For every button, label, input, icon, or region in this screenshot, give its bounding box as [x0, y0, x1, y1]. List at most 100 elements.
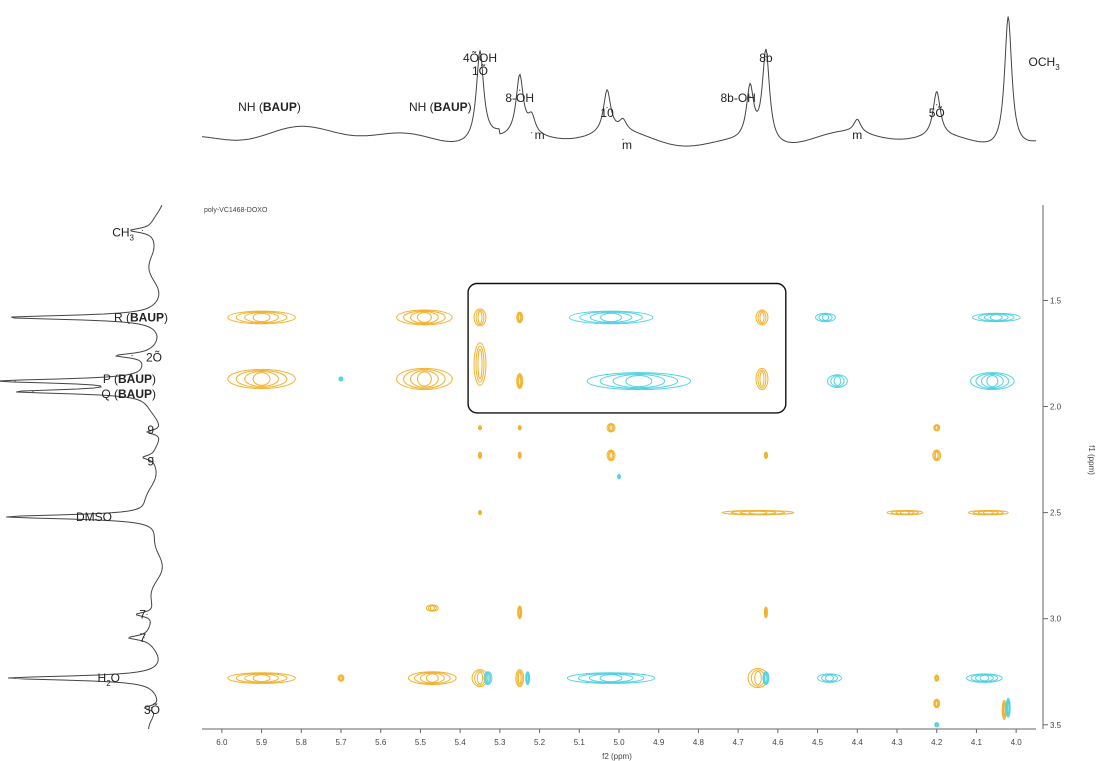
contour-ring [625, 374, 653, 388]
x-tick-label: 5.3 [494, 738, 506, 747]
top-peak [765, 56, 767, 58]
x-tick-label: 4.7 [733, 738, 745, 747]
peak-label-text: 9 [147, 423, 154, 437]
contour-ring [764, 452, 767, 459]
peak-label-text: 8-OH [505, 91, 534, 105]
top-peak [622, 138, 624, 140]
peak-label-text: 1Õ [472, 63, 488, 78]
contour-ring [235, 369, 288, 388]
x-tick-label: 4.1 [971, 738, 983, 747]
peak-label-text: CH [112, 226, 129, 240]
contour-ring [410, 311, 439, 324]
contour-ring [396, 367, 453, 391]
contour-ring [579, 311, 643, 324]
peak-label: 9 [147, 423, 154, 437]
contour-ring [396, 309, 453, 326]
contour-ring [975, 373, 1010, 390]
contour-ring [764, 673, 768, 684]
left-peak [150, 707, 153, 709]
contour-ring [1006, 699, 1011, 717]
peak-label-subscript: 2 [106, 679, 111, 688]
peak-label-text: 8b [759, 51, 773, 65]
contour-ring [244, 371, 279, 387]
contour-ring [815, 312, 836, 323]
contour-ring [612, 374, 666, 389]
contour-ring [599, 373, 679, 390]
cross-peak-positive [886, 509, 924, 516]
contour-ring [403, 369, 446, 389]
contour-ring [235, 311, 288, 324]
contour-ring [933, 698, 941, 709]
contour-ring [833, 376, 842, 387]
contour-ring [252, 674, 271, 683]
peak-label: m [852, 128, 862, 142]
contour-ring [484, 672, 492, 684]
contour-ring [989, 314, 1003, 321]
contour-ring [486, 673, 490, 684]
contour-ring [515, 669, 525, 688]
peak-label: 5Õ [929, 105, 945, 120]
contour-ring [932, 449, 942, 462]
contour-ring [935, 722, 938, 727]
x-tick-label: 4.6 [772, 738, 784, 747]
peak-label: 4ÕOH [463, 50, 497, 65]
contour-ring [408, 671, 457, 685]
top-peak [749, 96, 751, 98]
left-peak [141, 229, 144, 232]
contour-ring [979, 674, 990, 682]
x-tick-label: 4.8 [693, 738, 705, 747]
cross-peak-negative [762, 671, 770, 685]
contour-ring [764, 608, 767, 617]
cross-peak-positive [227, 310, 296, 325]
x-tick-label: 4.9 [653, 738, 665, 747]
left-peak [14, 516, 16, 518]
contour-ring [980, 374, 1004, 389]
contour-ring [821, 673, 838, 683]
top-peak [1007, 16, 1009, 18]
contour-ring [826, 374, 848, 388]
peak-label: Q (BAUP) [101, 387, 156, 401]
contour-ring [516, 311, 524, 324]
x-tick-label: 5.7 [335, 738, 347, 747]
peak-label-bold: BAUP [434, 100, 468, 114]
contour-ring [588, 673, 634, 683]
cross-peak-positive [516, 373, 524, 390]
peak-label-text: m [852, 128, 862, 142]
x-tick-label: 4.0 [1011, 738, 1023, 747]
contour-ring [757, 369, 767, 389]
contour-ring [586, 372, 691, 391]
peak-label-text: 7 [139, 631, 146, 645]
cross-peak-positive [763, 606, 768, 619]
peak-label-text: NH ( [409, 100, 434, 114]
cross-peak-negative [525, 671, 531, 685]
highlight-box [467, 282, 787, 414]
peak-label-text: 10 [600, 106, 614, 120]
contour-ring [606, 449, 616, 462]
cross-peak-positive [517, 605, 523, 620]
contour-ring [473, 308, 487, 327]
contour-ring [235, 672, 288, 684]
contour-ring [1005, 697, 1011, 718]
peak-label-tail: ) [164, 310, 168, 324]
peak-label-tail: ) [468, 100, 472, 114]
cross-peak-positive [755, 309, 769, 326]
contour-ring [759, 371, 765, 387]
left-peak [14, 677, 16, 679]
peak-label-text: 9 [147, 455, 154, 469]
peak-label: m [622, 138, 632, 152]
cross-peak-positive [606, 423, 616, 433]
cross-peak-positive [1001, 699, 1007, 720]
peak-label: 10 [600, 106, 614, 120]
cross-peak-negative [826, 374, 848, 388]
cross-peak-positive [477, 451, 483, 460]
peak-label-text: 4ÕOH [463, 50, 497, 65]
cross-peak-positive [967, 509, 1009, 516]
contour-ring [473, 342, 487, 386]
cross-peak-positive [473, 342, 487, 386]
contour-ring [577, 672, 645, 684]
peak-label: 8b [759, 51, 773, 65]
contour-ring [1002, 701, 1007, 719]
contour-ring [748, 510, 768, 515]
top-peak [606, 106, 608, 109]
cross-peak-contours [227, 308, 1021, 728]
